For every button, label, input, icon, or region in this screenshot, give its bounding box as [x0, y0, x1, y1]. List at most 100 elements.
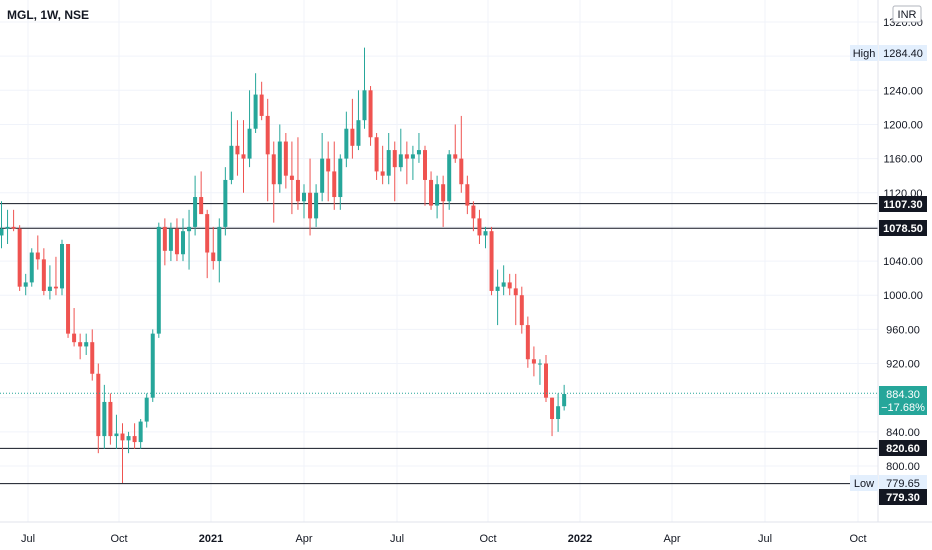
candle-body — [187, 226, 192, 232]
x-tick-label: Apr — [295, 533, 312, 545]
candle — [435, 175, 440, 219]
candle-body — [162, 226, 167, 251]
candle-body — [344, 128, 349, 159]
low-marker: Low 779.65 — [850, 475, 927, 491]
candle-body — [513, 288, 518, 296]
candle — [35, 235, 40, 270]
x-tick-label: Oct — [849, 533, 866, 545]
candle-body — [356, 120, 361, 146]
candle-body — [78, 342, 83, 347]
candle-body — [404, 154, 409, 159]
candle-body — [11, 226, 16, 229]
candle-body — [126, 436, 131, 441]
x-tick-label: Jul — [758, 533, 772, 545]
candle — [513, 273, 518, 326]
candle-body — [550, 397, 555, 420]
candle — [187, 209, 192, 270]
candle-body — [302, 192, 306, 202]
candle — [441, 175, 446, 227]
x-tick-label: 2022 — [568, 533, 592, 545]
candle-body — [398, 154, 403, 168]
candle-body — [156, 226, 161, 334]
candle-body — [495, 286, 500, 291]
candle-body — [53, 286, 58, 289]
candle-body — [435, 184, 440, 206]
candle — [138, 419, 143, 449]
candle — [283, 132, 288, 189]
candle — [96, 363, 101, 454]
candle — [53, 256, 58, 296]
candle-body — [380, 171, 385, 176]
candle-body — [477, 218, 482, 236]
low-value: 779.65 — [886, 478, 920, 490]
currency-badge[interactable]: INR — [892, 5, 922, 23]
candle — [90, 329, 95, 381]
candle — [380, 145, 385, 185]
candle-body — [271, 154, 276, 185]
candle-body — [223, 179, 228, 227]
candle — [17, 225, 22, 291]
candle-body — [96, 373, 101, 437]
candle-body — [453, 154, 458, 159]
y-tick-label: 1200.00 — [883, 119, 923, 131]
svg-text:820.60: 820.60 — [886, 443, 920, 455]
candle-body — [386, 150, 391, 176]
candle-body — [241, 154, 246, 159]
candle — [72, 308, 77, 347]
candle-body — [144, 397, 149, 422]
candle — [41, 248, 46, 296]
x-tick-label: Oct — [479, 533, 496, 545]
candle-body — [350, 128, 355, 146]
candle — [525, 316, 530, 368]
level-tag-779: 779.30 — [879, 489, 927, 505]
last-price-value: 884.30 — [886, 389, 920, 401]
candle-body — [283, 141, 288, 176]
candle — [174, 218, 179, 262]
candle — [235, 120, 240, 176]
candle — [423, 145, 427, 206]
candle — [66, 243, 71, 338]
candle-body — [199, 197, 204, 215]
candle — [156, 222, 161, 338]
svg-text:1107.30: 1107.30 — [883, 199, 922, 211]
high-value: 1284.40 — [883, 48, 923, 60]
candle — [217, 218, 222, 283]
candle-body — [544, 363, 548, 398]
candle — [78, 333, 83, 360]
candle — [132, 423, 137, 449]
candle — [429, 171, 434, 210]
candle-body — [441, 184, 446, 202]
candle — [126, 431, 131, 454]
last-price-change: −17.68% — [881, 402, 925, 414]
candle-body — [429, 179, 434, 206]
candle-body — [519, 295, 524, 326]
candle-body — [66, 243, 71, 334]
candle — [211, 226, 216, 270]
candle-body — [132, 436, 137, 443]
high-label: High — [853, 48, 876, 60]
candle-body — [410, 154, 415, 159]
candle — [308, 158, 313, 236]
candle-body — [193, 197, 198, 227]
candle-body — [138, 421, 143, 443]
candle-body — [447, 154, 452, 202]
candle-body — [295, 179, 300, 202]
candle — [29, 248, 34, 287]
candle-body — [247, 128, 252, 159]
candle — [501, 265, 506, 296]
time-axis[interactable]: Jul Oct 2021 Apr Jul Oct 2022 Apr Jul Oct — [21, 533, 867, 545]
candle — [495, 269, 500, 326]
candle-body — [114, 433, 119, 437]
candle-body — [362, 90, 367, 121]
candle — [199, 171, 204, 215]
candle-body — [423, 150, 427, 180]
candle-body — [531, 359, 536, 364]
level-tag-1107: 1107.30 — [879, 196, 927, 212]
candle-body — [168, 228, 173, 251]
x-tick-label: Apr — [663, 533, 680, 545]
candle-body — [108, 401, 113, 437]
high-marker: High 1284.40 — [850, 45, 927, 61]
candle-body — [562, 394, 567, 407]
